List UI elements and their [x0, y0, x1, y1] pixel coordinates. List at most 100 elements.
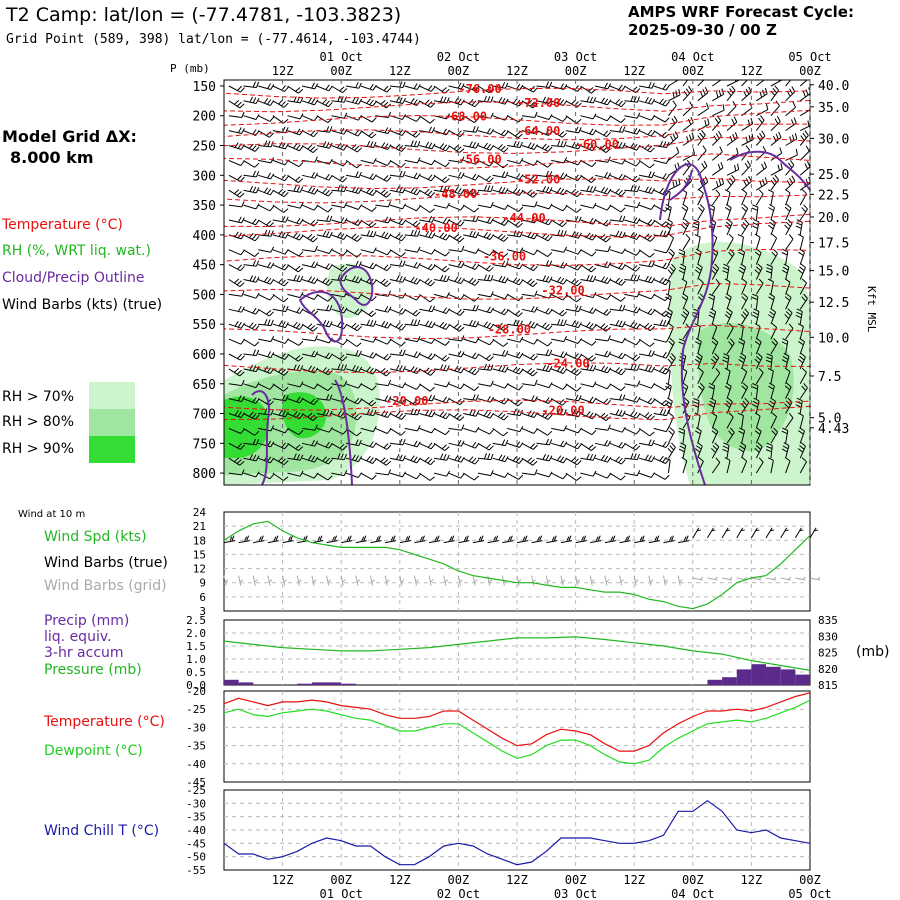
- wind-barb: [751, 383, 759, 399]
- wind-barb: [609, 248, 626, 254]
- wind-barb: [375, 264, 392, 272]
- wind-barb: [638, 97, 656, 105]
- wind-barb: [551, 425, 568, 432]
- wind-barb: [463, 98, 480, 108]
- wind-barb: [624, 453, 640, 461]
- wind-10m-barb: [575, 535, 587, 544]
- wind-barb: [463, 188, 480, 197]
- wind-10m-barb: [707, 527, 716, 539]
- legend-barbs-grid: Wind Barbs (grid): [44, 578, 167, 594]
- legend-cloud-outline: Cloud/Precip Outline: [2, 270, 145, 286]
- wind-10m-barb: [721, 527, 731, 539]
- wind-10m-grid-barb: [413, 575, 419, 586]
- wind-barb: [551, 319, 567, 327]
- wind-barb: [477, 95, 494, 103]
- wind-barb: [331, 264, 348, 272]
- wind-barb: [258, 261, 275, 269]
- wind-barb: [754, 233, 761, 250]
- wind-barb: [738, 338, 746, 355]
- wind-barb: [521, 290, 538, 297]
- wind-barb: [681, 278, 688, 295]
- wind-barb: [389, 260, 406, 267]
- temperature-contour: [224, 153, 810, 170]
- wind-10m-barb: [692, 527, 701, 539]
- wind-barb: [638, 472, 656, 478]
- wind-barb: [243, 143, 260, 152]
- wind-barb: [580, 274, 597, 283]
- wind-barb: [799, 130, 809, 146]
- wind-barb: [765, 442, 773, 459]
- wind-barb: [477, 410, 495, 419]
- wind-10m-grid-barb: [384, 575, 390, 586]
- wind-barb: [448, 424, 465, 431]
- wind-barb: [301, 439, 319, 447]
- wind-ytick-label: 24: [193, 506, 207, 519]
- wind-barb: [243, 218, 260, 226]
- wind-barb: [404, 172, 421, 180]
- wind-barb: [389, 232, 406, 242]
- wind-barb: [331, 127, 348, 135]
- wind-barb: [331, 453, 347, 461]
- wind-barb: [360, 247, 377, 254]
- time-tick-label-bottom: 00Z: [682, 873, 704, 887]
- wind-10m-barb: [736, 527, 745, 539]
- wind-barb: [536, 427, 553, 436]
- temperature-label: -24.00: [546, 357, 589, 371]
- wind-barb: [681, 293, 689, 310]
- wind-barb: [287, 217, 304, 225]
- wind-barb: [345, 338, 362, 347]
- wind-barb: [638, 454, 656, 463]
- wind-barb: [228, 278, 245, 288]
- wind-barb: [785, 86, 796, 102]
- wind-10m-barb: [326, 535, 338, 544]
- height-tick-label: 30.0: [818, 132, 849, 147]
- wind-barb: [477, 363, 494, 371]
- wind-barb: [624, 291, 641, 298]
- wind-barb: [477, 249, 494, 256]
- temperature-contour: [224, 405, 810, 421]
- wind-10m-grid-barb: [545, 575, 551, 586]
- wind-barb: [419, 427, 436, 434]
- precip-bar: [780, 669, 796, 685]
- wind-barb: [785, 412, 794, 429]
- wind-barb: [755, 189, 764, 206]
- wind-barb: [477, 442, 494, 451]
- wind-barb: [551, 172, 568, 180]
- wind-barb: [316, 263, 333, 270]
- wind-barb: [375, 368, 392, 377]
- wind-barb: [463, 230, 480, 239]
- wind-barb: [799, 293, 808, 310]
- wind-barb: [258, 455, 275, 464]
- wind-barb: [795, 219, 803, 235]
- wind-barb: [331, 174, 348, 183]
- legend-rh70-swatch: [89, 382, 135, 409]
- wind-barb: [507, 230, 523, 238]
- wind-barb: [799, 189, 807, 206]
- legend-temperature-2: Temperature (°C): [44, 714, 165, 730]
- wind-barb: [492, 338, 509, 347]
- wind-barb: [767, 457, 774, 474]
- wind-barb: [653, 98, 670, 107]
- wind-barb: [692, 219, 700, 235]
- chill-ytick-label: -50: [186, 851, 206, 864]
- wind-barb: [624, 363, 640, 371]
- wind-barb: [272, 249, 289, 255]
- wind-barb: [667, 338, 675, 355]
- wind-barb: [433, 185, 450, 193]
- wind-barb: [594, 439, 612, 447]
- wind-barb: [653, 130, 670, 139]
- wind-barb: [798, 248, 805, 265]
- wind-10m-barb: [531, 535, 543, 544]
- wind-barb: [781, 263, 790, 280]
- wind-barb: [536, 349, 553, 357]
- wind-barb: [346, 349, 362, 357]
- time-tick-label-bottom: 00Z: [448, 873, 470, 887]
- wind-barb: [331, 321, 348, 330]
- wind-barb: [754, 263, 763, 280]
- wind-barb: [756, 177, 768, 191]
- wind-barb: [609, 409, 626, 417]
- temp-ytick-label: -40: [186, 758, 206, 771]
- wind-barb: [463, 383, 480, 392]
- wind-barb: [681, 189, 688, 206]
- wind-barb: [389, 203, 407, 210]
